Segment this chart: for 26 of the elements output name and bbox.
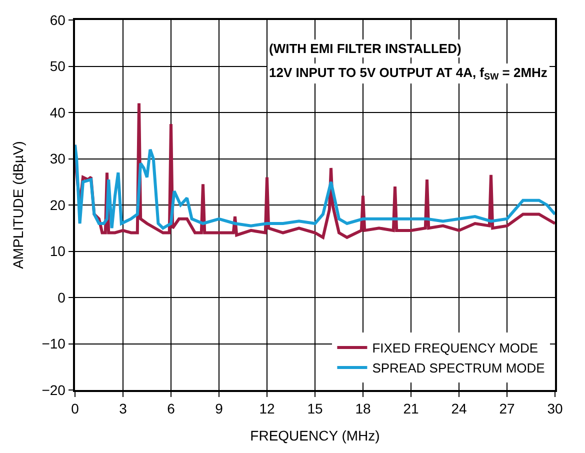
y-tick-label: 60 — [50, 12, 66, 28]
legend-label: SPREAD SPECTRUM MODE — [372, 360, 546, 376]
legend-label: FIXED FREQUENCY MODE — [372, 340, 538, 356]
y-tick-label: −10 — [42, 336, 66, 352]
annotation: 12V INPUT TO 5V OUTPUT AT 4A, f$_{SW}$ = 2MHz — [269, 65, 548, 82]
x-tick-label: 21 — [403, 400, 419, 417]
x-axis-title: FREQUENCY (MHz) — [250, 427, 380, 444]
x-tick-label: 12 — [259, 400, 275, 417]
x-tick-label: 0 — [71, 400, 80, 417]
annotation: (WITH EMI FILTER INSTALLED) — [269, 41, 462, 56]
x-tick-label: 18 — [355, 400, 371, 417]
y-tick-label: 10 — [50, 243, 66, 260]
y-tick-label: 0 — [58, 289, 66, 306]
x-tick-label: 15 — [307, 400, 323, 417]
x-tick-label: 9 — [215, 400, 224, 417]
y-tick-label: 30 — [50, 150, 66, 167]
y-tick-label: 20 — [50, 196, 66, 213]
y-tick-label: 50 — [50, 58, 66, 74]
x-tick-label: 24 — [451, 400, 467, 417]
y-tick-label: −20 — [42, 382, 66, 398]
x-tick-label: 27 — [499, 400, 515, 417]
x-tick-label: 30 — [547, 400, 563, 417]
x-tick-label: 6 — [167, 400, 176, 417]
y-tick-label: 40 — [50, 104, 66, 120]
y-axis-title: AMPLITUDE (dBµV) — [10, 141, 26, 269]
x-tick-label: 3 — [119, 400, 128, 417]
